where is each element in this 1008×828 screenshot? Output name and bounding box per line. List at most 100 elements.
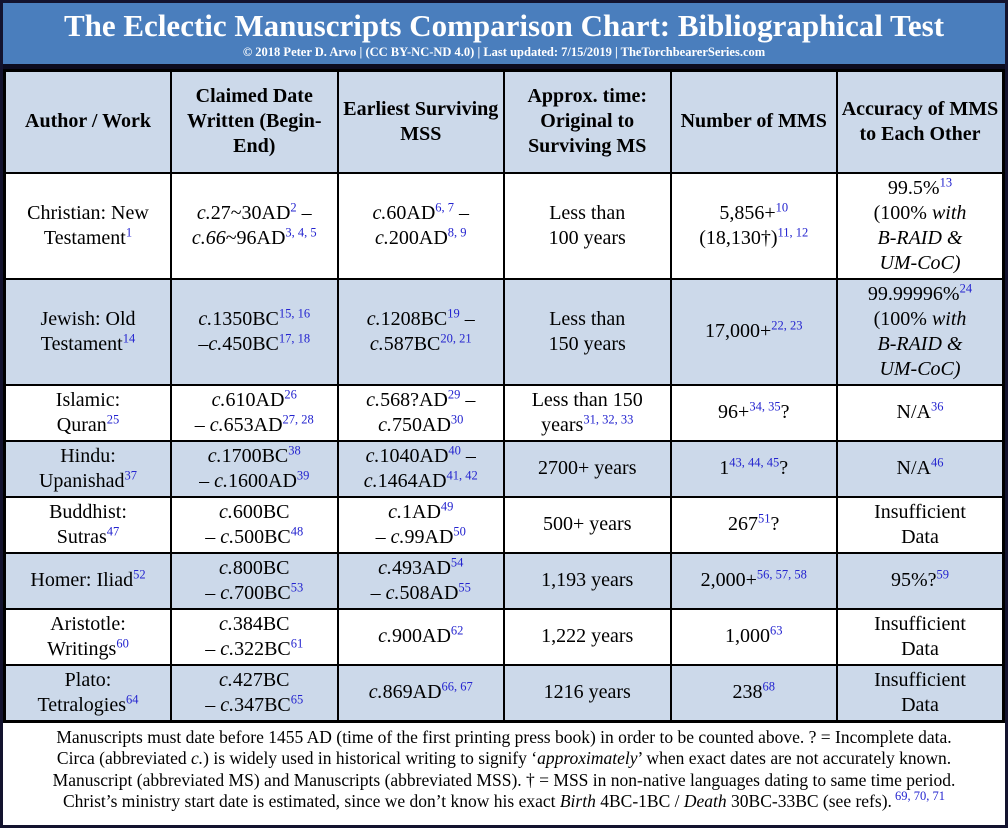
table-cell: Homer: Iliad52 <box>3 551 172 610</box>
footnote-ref: 43, 44, 45 <box>729 455 780 470</box>
footnote-ref: 59 <box>936 567 950 582</box>
table-cell: Insufficient Data <box>836 607 1005 666</box>
table-cell: 99.5%13 (100% with B-RAID & UM-CoC) <box>836 171 1005 280</box>
footnote-ref: 2 <box>290 199 297 214</box>
column-header: Claimed Date Written (Begin-End) <box>170 69 339 174</box>
table-cell: c.60AD6, 7 – c.200AD8, 9 <box>336 171 505 280</box>
footnote-ref: 38 <box>288 442 301 457</box>
footnote-ref: 52 <box>133 567 146 582</box>
table-row: Jewish: Old Testament14 c.1350BC15, 16 –c.4… <box>3 277 1005 386</box>
table-cell: 23868 <box>669 663 838 723</box>
footnote-ref: 31, 32, 33 <box>583 411 634 426</box>
footnote-ref: 3, 4, 5 <box>285 224 317 239</box>
table-cell: 1,00063 <box>669 607 838 666</box>
table-cell: 26751? <box>669 495 838 554</box>
table-cell: c.493AD54– c.508AD55 <box>336 551 505 610</box>
table-cell: Plato: Tetralogies64 <box>3 663 172 723</box>
table-cell: Christian: New Testament1 <box>3 171 172 280</box>
table-cell: c.1700BC38– c.1600AD39 <box>170 439 339 498</box>
table-cell: c.27~30AD2 – c.66~96AD3, 4, 5 <box>170 171 339 280</box>
table-cell: Buddhist: Sutras47 <box>3 495 172 554</box>
table-row: Buddhist: Sutras47 c.600BC – c.500BC48 c.1AD… <box>3 495 1005 554</box>
comparison-table: Author / Work Claimed Date Written (Begin… <box>3 68 1005 723</box>
footnote-ref: 47 <box>106 523 120 538</box>
table-cell: c.427BC – c.347BC65 <box>170 663 339 723</box>
footnote-ref: 36 <box>930 399 944 414</box>
table-cell: c.869AD66, 67 <box>336 663 505 723</box>
footnote-ref: 40 <box>448 442 461 457</box>
table-cell: c.610AD26– c.653AD27, 28 <box>170 383 339 442</box>
footnote-ref: 24 <box>959 280 973 295</box>
table-cell: 95%?59 <box>836 551 1005 610</box>
title-banner: The Eclectic Manuscripts Comparison Char… <box>3 3 1005 69</box>
table-cell: c.900AD62 <box>336 607 505 666</box>
table-row: Plato: Tetralogies64 c.427BC – c.347BC65 c.8… <box>3 663 1005 723</box>
table-row: Hindu: Upanishad37 c.1700BC38– c.1600AD39 c… <box>3 439 1005 498</box>
footnote-ref: 1 <box>125 224 133 239</box>
table-row: Homer: Iliad52 c.800BC – c.700BC53 c.493AD5… <box>3 551 1005 610</box>
footnote-line: Manuscript (abbreviated MS) and Manuscri… <box>52 769 956 790</box>
table-cell: 5,856+10 (18,130†)11, 12 <box>669 171 838 280</box>
table-cell: N/A36 <box>836 383 1005 442</box>
table-cell: c.1208BC19 – c.587BC20, 21 <box>336 277 505 386</box>
column-header: Author / Work <box>3 69 172 174</box>
footnote-ref: 66, 67 <box>441 679 473 694</box>
footnote-ref: 62 <box>450 623 464 638</box>
footnote-ref: 6, 7 <box>435 199 455 214</box>
table-cell: 500+ years <box>503 495 672 554</box>
footnote-ref: 25 <box>106 411 120 426</box>
table-cell: Islamic: Quran25 <box>3 383 172 442</box>
footnote-ref: 53 <box>290 579 304 594</box>
footnote-ref: 10 <box>775 199 789 214</box>
footnote-ref: 54 <box>450 554 464 569</box>
footnote-ref: 61 <box>290 635 304 650</box>
table-cell: c.1040AD40 – c.1464AD41, 42 <box>336 439 505 498</box>
footnote-ref: 27, 28 <box>282 411 314 426</box>
footnote-ref: 26 <box>284 386 297 401</box>
footnote-ref: 30 <box>450 411 464 426</box>
table-cell: 1216 years <box>503 663 672 723</box>
footnote-ref: 55 <box>458 579 471 594</box>
table-cell: c.568?AD29 – c.750AD30 <box>336 383 505 442</box>
footnote-line: Manuscripts must date before 1455 AD (ti… <box>56 726 952 747</box>
table-cell: Jewish: Old Testament14 <box>3 277 172 386</box>
table-cell: c.384BC – c.322BC61 <box>170 607 339 666</box>
footnote-ref: 37 <box>124 467 138 482</box>
footnote-ref: 60 <box>116 635 129 650</box>
table-row: Aristotle: Writings60 c.384BC – c.322BC61 c.… <box>3 607 1005 666</box>
table-cell: Hindu: Upanishad37 <box>3 439 172 498</box>
footnote-ref: 68 <box>762 679 776 694</box>
page-title: The Eclectic Manuscripts Comparison Char… <box>63 8 945 43</box>
table-cell: 1,222 years <box>503 607 672 666</box>
footnote-ref: 8, 9 <box>447 224 467 239</box>
table-cell: Aristotle: Writings60 <box>3 607 172 666</box>
footnote-line: Christ’s ministry start date is estimate… <box>62 789 946 812</box>
table-cell: Insufficient Data <box>836 663 1005 723</box>
table-cell: Less than 100 years <box>503 171 672 280</box>
footnotes: Manuscripts must date before 1455 AD (ti… <box>3 723 1005 815</box>
footnote-ref: 49 <box>440 498 454 513</box>
column-header: Approx. time: Original to Surviving MS <box>503 69 672 174</box>
table-cell: Less than 150 years31, 32, 33 <box>503 383 672 442</box>
footnote-ref: 39 <box>296 467 310 482</box>
footnote-ref: 56, 57, 58 <box>756 567 807 582</box>
table-cell: c.1350BC15, 16 –c.450BC17, 18 <box>170 277 339 386</box>
table-cell: 143, 44, 45? <box>669 439 838 498</box>
copyright-line: © 2018 Peter D. Arvo | (CC BY-NC-ND 4.0)… <box>242 44 766 59</box>
table-cell: Less than 150 years <box>503 277 672 386</box>
table-cell: c.800BC – c.700BC53 <box>170 551 339 610</box>
table-body: Christian: New Testament1 c.27~30AD2 – c.66… <box>3 171 1005 723</box>
table-cell: 2,000+56, 57, 58 <box>669 551 838 610</box>
footnote-ref: 63 <box>770 623 783 638</box>
footnote-ref: 51 <box>758 511 771 526</box>
footnote-ref: 64 <box>126 691 139 706</box>
footnote-ref: 20, 21 <box>440 330 472 345</box>
footnote-ref: 13 <box>939 174 953 189</box>
footnote-ref: 65 <box>290 691 304 706</box>
footnote-ref: 48 <box>290 523 304 538</box>
column-header: Number of MMS <box>669 69 838 174</box>
header-row: Author / Work Claimed Date Written (Begin… <box>3 69 1005 174</box>
table-cell: 1,193 years <box>503 551 672 610</box>
footnote-ref: 69, 70, 71 <box>891 789 946 804</box>
table-cell: 96+34, 35? <box>669 383 838 442</box>
